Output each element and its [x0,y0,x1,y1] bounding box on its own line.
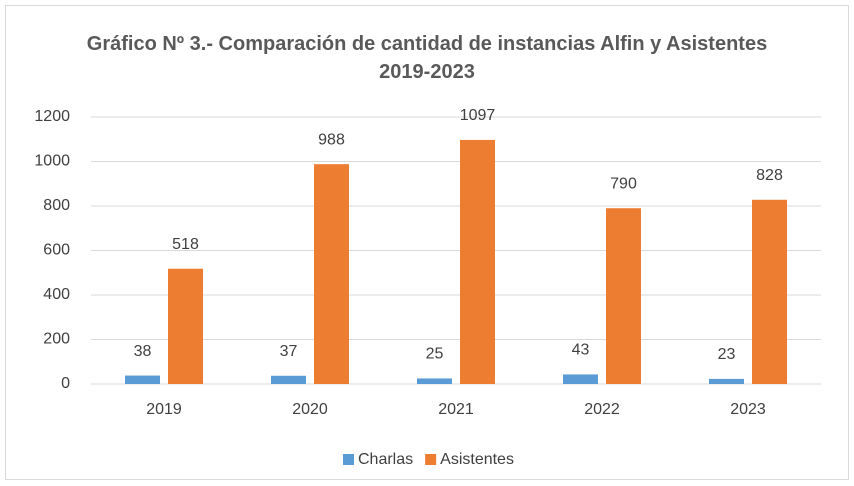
bar [417,378,452,384]
y-tick-label: 1000 [34,153,70,170]
data-label: 1097 [460,107,496,124]
chart-title: Gráfico Nº 3.- Comparación de cantidad d… [86,33,768,83]
y-tick-label: 600 [43,242,70,259]
bar [563,374,598,384]
bar [709,378,744,384]
bar [606,208,641,384]
legend-label: Asistentes [440,451,514,468]
bar [752,199,787,384]
data-label: 38 [134,343,152,360]
data-label: 518 [172,236,199,253]
y-tick-label: 0 [61,375,70,392]
bar [271,375,306,384]
y-tick-label: 200 [43,331,70,348]
bar [314,164,349,384]
x-tick-label: 2022 [584,401,620,418]
data-label: 988 [318,131,345,148]
chart-border [5,5,849,480]
y-tick-label: 400 [43,286,70,303]
y-tick-label: 1200 [34,108,70,125]
x-tick-label: 2020 [292,401,328,418]
bar [460,139,495,384]
legend-swatch [425,454,437,465]
y-tick-label: 800 [43,197,70,214]
data-label: 25 [426,346,444,363]
legend-swatch [343,454,354,465]
data-label: 790 [610,175,637,192]
x-tick-label: 2019 [146,401,182,418]
x-tick-label: 2021 [438,401,474,418]
data-label: 43 [572,342,590,359]
data-label: 37 [280,343,298,360]
x-tick-label: 2023 [730,401,766,418]
data-label: 828 [756,167,783,184]
bar [168,268,203,384]
legend-label: Charlas [358,451,413,468]
bar [125,375,160,384]
data-label: 23 [718,346,736,363]
